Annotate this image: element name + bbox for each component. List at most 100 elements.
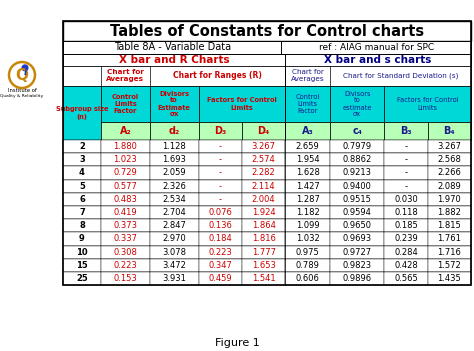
Text: 7: 7	[79, 208, 85, 217]
Bar	[428, 219, 471, 232]
Text: 3: 3	[79, 155, 85, 164]
Bar	[384, 193, 428, 206]
Text: -: -	[219, 195, 222, 204]
Bar	[199, 153, 242, 166]
Bar	[63, 206, 471, 219]
Text: 15: 15	[76, 261, 88, 270]
Bar	[242, 193, 285, 206]
Text: 1.816: 1.816	[252, 234, 275, 244]
Text: 3.931: 3.931	[162, 274, 186, 283]
Bar	[63, 41, 471, 54]
Bar	[285, 259, 330, 272]
Text: 0.239: 0.239	[394, 234, 418, 244]
Bar	[242, 219, 285, 232]
Bar	[285, 86, 330, 122]
Text: 0.184: 0.184	[209, 234, 232, 244]
Bar	[428, 153, 471, 166]
Bar	[101, 219, 150, 232]
Text: 0.419: 0.419	[114, 208, 137, 217]
Text: 0.459: 0.459	[209, 274, 232, 283]
Text: 0.153: 0.153	[113, 274, 137, 283]
Bar	[285, 122, 330, 140]
Text: Factors for Control
Limits: Factors for Control Limits	[397, 98, 458, 111]
Bar	[242, 246, 285, 259]
Bar	[384, 219, 428, 232]
Text: 0.076: 0.076	[208, 208, 232, 217]
Text: B₄: B₄	[444, 126, 455, 136]
Bar	[101, 259, 150, 272]
Text: 0.030: 0.030	[394, 195, 418, 204]
Bar	[63, 86, 471, 122]
Bar	[428, 232, 471, 246]
Bar	[63, 246, 471, 259]
Bar	[242, 180, 285, 193]
Text: Chart for
Averages: Chart for Averages	[106, 69, 145, 82]
Bar	[63, 140, 101, 153]
Bar	[330, 122, 384, 140]
Bar	[199, 122, 242, 140]
Bar	[199, 166, 242, 180]
Bar	[330, 272, 384, 285]
Bar	[101, 206, 150, 219]
Text: 0.9727: 0.9727	[343, 248, 372, 257]
Text: 1.182: 1.182	[296, 208, 319, 217]
Bar	[199, 246, 242, 259]
Bar	[63, 21, 471, 41]
Bar	[384, 140, 428, 153]
Text: 1.628: 1.628	[296, 168, 319, 178]
Text: Tables of Constants for Control charts: Tables of Constants for Control charts	[110, 24, 424, 39]
Text: 0.118: 0.118	[394, 208, 418, 217]
Bar	[63, 272, 471, 285]
Text: 2: 2	[79, 142, 85, 151]
Text: Factors for Control
Limits: Factors for Control Limits	[207, 98, 277, 111]
Bar	[150, 272, 199, 285]
Text: 1.880: 1.880	[113, 142, 137, 151]
Bar	[384, 122, 428, 140]
Bar	[63, 153, 471, 166]
Text: -: -	[404, 182, 408, 191]
Bar	[63, 180, 471, 193]
Bar	[150, 259, 199, 272]
Bar	[63, 219, 471, 232]
Text: 0.284: 0.284	[394, 248, 418, 257]
Bar	[63, 166, 101, 180]
Text: 0.975: 0.975	[296, 248, 319, 257]
Bar	[101, 122, 150, 140]
Bar	[199, 206, 242, 219]
Bar	[384, 232, 428, 246]
Bar	[285, 180, 330, 193]
Text: 2.704: 2.704	[162, 208, 186, 217]
Bar	[428, 259, 471, 272]
Text: X bar and s charts: X bar and s charts	[325, 55, 432, 65]
Text: 0.223: 0.223	[113, 261, 137, 270]
Text: 1.099: 1.099	[296, 221, 319, 230]
Bar	[63, 232, 471, 246]
Bar	[101, 153, 150, 166]
Bar	[63, 193, 471, 206]
Text: -: -	[219, 182, 222, 191]
Text: ref : AIAG manual for SPC: ref : AIAG manual for SPC	[319, 43, 434, 52]
Bar	[428, 272, 471, 285]
Text: 0.606: 0.606	[296, 274, 319, 283]
Bar	[101, 272, 150, 285]
Bar	[285, 206, 330, 219]
Bar	[63, 153, 101, 166]
Bar	[330, 140, 384, 153]
Bar	[428, 122, 471, 140]
Bar	[199, 232, 242, 246]
Bar	[150, 166, 199, 180]
Text: 2.004: 2.004	[252, 195, 275, 204]
Text: B₃: B₃	[400, 126, 412, 136]
Bar	[199, 86, 285, 122]
Bar	[101, 232, 150, 246]
Text: 10: 10	[76, 248, 88, 257]
Text: 0.428: 0.428	[394, 261, 418, 270]
Text: 1.541: 1.541	[252, 274, 275, 283]
Bar	[330, 206, 384, 219]
Text: A₃: A₃	[302, 126, 313, 136]
Bar	[150, 180, 199, 193]
Text: 1.023: 1.023	[113, 155, 137, 164]
Text: 3.267: 3.267	[252, 142, 275, 151]
Bar	[101, 140, 150, 153]
Text: 3.267: 3.267	[438, 142, 461, 151]
